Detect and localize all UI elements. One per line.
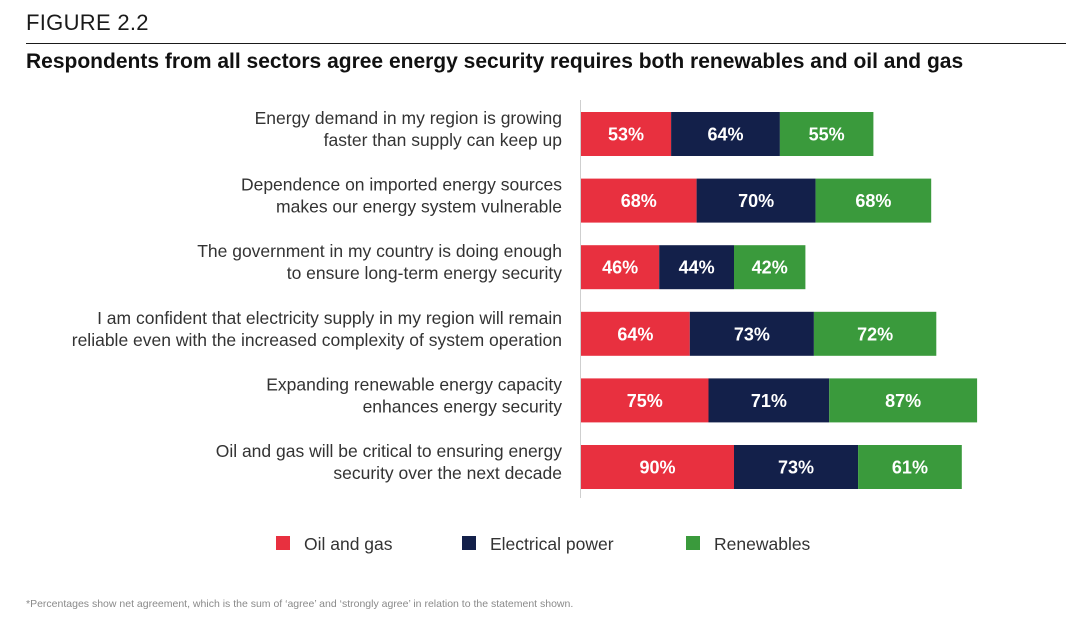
bar-segment-electrical-power [734, 445, 859, 489]
bar-value-label: 71% [751, 391, 787, 411]
bar-segment-oil-and-gas [581, 378, 709, 423]
category-label-line: I am confident that electricity supply i… [97, 308, 562, 328]
category-label-line: makes our energy system vulnerable [276, 197, 562, 217]
legend-swatch [686, 536, 700, 550]
category-label-line: Oil and gas will be critical to ensuring… [216, 441, 563, 461]
category-label: Oil and gas will be critical to ensuring… [216, 441, 563, 483]
bar-value-label: 42% [752, 258, 788, 278]
category-label: Dependence on imported energy sources mak… [241, 175, 562, 217]
bar-value-label: 73% [778, 458, 814, 478]
figure-label: FIGURE 2.2 [26, 10, 149, 35]
bar-segment-electrical-power [689, 311, 814, 356]
bar-value-label: 68% [855, 191, 891, 211]
category-label: Energy demand in my region is growing fas… [255, 108, 562, 150]
bar-segment-oil-and-gas [581, 245, 660, 290]
bar-value-label: 75% [627, 391, 663, 411]
bar-value-label: 90% [639, 458, 675, 478]
title-rule [26, 43, 1066, 44]
category-label-line: reliable even with the increased complex… [72, 330, 562, 350]
category-label: I am confident that electricity supply i… [72, 308, 562, 350]
bar-value-label: 87% [885, 391, 921, 411]
category-label-line: The government in my country is doing en… [197, 241, 562, 261]
bar-segment-electrical-power [708, 378, 830, 423]
bar-segment-electrical-power [671, 112, 780, 156]
category-label: The government in my country is doing en… [197, 241, 562, 283]
bar-value-label: 70% [738, 191, 774, 211]
category-label-line: Energy demand in my region is growing [255, 108, 562, 128]
bar-value-label: 61% [892, 458, 928, 478]
legend-swatch [462, 536, 476, 550]
bar-segment-renewables [858, 445, 962, 489]
bar-value-label: 55% [809, 125, 845, 145]
bar-segment-renewables [734, 245, 806, 290]
bar-segment-electrical-power [659, 245, 734, 290]
category-label-line: security over the next decade [333, 463, 562, 483]
bar-value-label: 73% [734, 324, 770, 344]
footnote: *Percentages show net agreement, which i… [26, 598, 574, 610]
bar-value-label: 53% [608, 125, 644, 145]
legend: Oil and gas Electrical power Renewables [276, 534, 811, 554]
category-label: Expanding renewable energy capacity enhan… [266, 374, 562, 416]
bar-segment-oil-and-gas [581, 178, 697, 223]
bar-segment-electrical-power [696, 178, 816, 223]
bar-value-label: 44% [679, 258, 715, 278]
legend-label: Renewables [714, 534, 811, 554]
bars: 53% 64% 55% 68% 70% 68% 46% 44% 42% 64% 73% 72% 75% 7… [581, 112, 978, 489]
bar-value-label: 68% [621, 191, 657, 211]
bar-value-label: 46% [602, 258, 638, 278]
category-label-line: Dependence on imported energy sources [241, 175, 562, 195]
category-label-line: enhances energy security [363, 396, 563, 416]
bar-segment-oil-and-gas [581, 112, 672, 156]
category-labels: Energy demand in my region is growing fas… [72, 108, 562, 483]
bar-segment-renewables [779, 112, 874, 156]
chart-title: Respondents from all sectors agree energ… [26, 50, 964, 73]
legend-swatch [276, 536, 290, 550]
category-label-line: to ensure long-term energy security [287, 263, 563, 283]
category-label-line: faster than supply can keep up [324, 130, 562, 150]
bar-segment-renewables [815, 178, 932, 223]
bar-segment-oil-and-gas [581, 445, 734, 489]
legend-label: Oil and gas [304, 534, 393, 554]
bar-segment-renewables [813, 311, 937, 356]
bar-value-label: 72% [857, 324, 893, 344]
category-label-line: Expanding renewable energy capacity [266, 374, 562, 394]
bar-value-label: 64% [707, 125, 743, 145]
bar-segment-oil-and-gas [581, 311, 690, 356]
legend-label: Electrical power [490, 534, 614, 554]
bar-segment-renewables [829, 378, 978, 423]
bar-value-label: 64% [617, 324, 653, 344]
